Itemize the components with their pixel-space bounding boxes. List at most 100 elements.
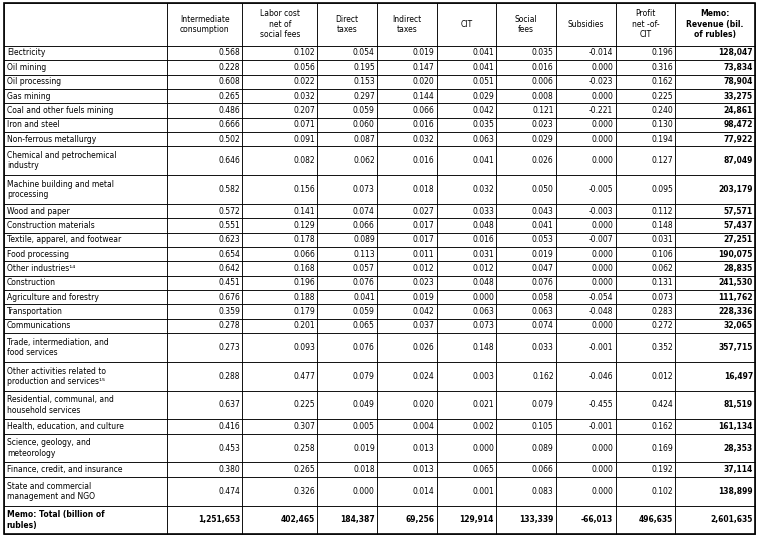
Text: 0.102: 0.102 [651, 487, 673, 496]
Text: 0.000: 0.000 [353, 487, 375, 496]
Bar [616, 262, 676, 275]
Bar [616, 147, 676, 175]
Bar [4, 477, 167, 505]
Text: -0.005: -0.005 [589, 185, 613, 194]
Text: 241,530: 241,530 [719, 278, 753, 287]
Text: 357,715: 357,715 [719, 343, 753, 352]
Bar [317, 103, 377, 118]
Text: 78,904: 78,904 [723, 77, 753, 86]
Bar [4, 46, 167, 60]
Text: 0.000: 0.000 [472, 444, 494, 453]
Text: Oil mining: Oil mining [7, 63, 46, 72]
Bar [167, 147, 242, 175]
Text: 0.079: 0.079 [532, 401, 553, 410]
Bar [616, 247, 676, 262]
Bar [242, 275, 317, 290]
Text: 28,353: 28,353 [724, 444, 753, 453]
Text: 33,275: 33,275 [724, 92, 753, 100]
Text: 0.026: 0.026 [532, 156, 553, 165]
Text: CIT: CIT [461, 20, 473, 29]
Text: 0.065: 0.065 [472, 465, 494, 474]
Bar [676, 319, 755, 333]
Bar [556, 75, 616, 89]
Text: 0.016: 0.016 [413, 120, 434, 129]
Text: 77,922: 77,922 [723, 135, 753, 144]
Bar [556, 304, 616, 319]
Bar [676, 175, 755, 204]
Text: 0.095: 0.095 [651, 185, 673, 194]
Bar [496, 462, 556, 477]
Bar [436, 233, 496, 247]
Bar [436, 175, 496, 204]
Text: 0.089: 0.089 [353, 235, 375, 244]
Bar [317, 390, 377, 419]
Text: Construction materials: Construction materials [7, 221, 95, 230]
Bar [616, 434, 676, 462]
Bar [242, 103, 317, 118]
Text: 0.162: 0.162 [651, 77, 673, 86]
Text: 0.041: 0.041 [472, 63, 494, 72]
Bar [556, 204, 616, 218]
Bar [496, 333, 556, 362]
Text: 0.201: 0.201 [294, 322, 315, 330]
Bar [676, 390, 755, 419]
Text: 0.162: 0.162 [532, 372, 553, 381]
Bar [556, 247, 616, 262]
Bar [616, 233, 676, 247]
Text: 0.265: 0.265 [294, 465, 315, 474]
Text: Agriculture and forestry: Agriculture and forestry [7, 293, 99, 302]
Text: 0.091: 0.091 [294, 135, 315, 144]
Bar [556, 175, 616, 204]
Text: Subsidies: Subsidies [568, 20, 604, 29]
Text: -0.014: -0.014 [589, 48, 613, 57]
Text: 0.105: 0.105 [532, 422, 553, 431]
Bar [377, 103, 436, 118]
Bar [377, 3, 436, 46]
Bar [242, 362, 317, 390]
Text: 0.453: 0.453 [218, 444, 240, 453]
Bar [167, 204, 242, 218]
Bar [4, 218, 167, 233]
Text: 0.022: 0.022 [294, 77, 315, 86]
Text: 87,049: 87,049 [723, 156, 753, 165]
Text: Communications: Communications [7, 322, 71, 330]
Bar [242, 419, 317, 434]
Bar [242, 262, 317, 275]
Bar [317, 333, 377, 362]
Text: 0.042: 0.042 [413, 307, 434, 316]
Bar [436, 103, 496, 118]
Bar [436, 60, 496, 75]
Bar [167, 233, 242, 247]
Bar [496, 46, 556, 60]
Text: 0.141: 0.141 [294, 207, 315, 215]
Bar [317, 275, 377, 290]
Bar [317, 75, 377, 89]
Bar [496, 247, 556, 262]
Bar [377, 290, 436, 304]
Bar [676, 75, 755, 89]
Bar [496, 89, 556, 103]
Text: 0.016: 0.016 [532, 63, 553, 72]
Text: 0.076: 0.076 [353, 278, 375, 287]
Bar [317, 362, 377, 390]
Text: 0.000: 0.000 [591, 63, 613, 72]
Text: Science, geology, and
meteorology: Science, geology, and meteorology [7, 438, 90, 458]
Text: -0.048: -0.048 [589, 307, 613, 316]
Text: 0.050: 0.050 [532, 185, 553, 194]
Bar [377, 333, 436, 362]
Text: Social
fees: Social fees [515, 14, 537, 34]
Text: 28,835: 28,835 [723, 264, 753, 273]
Bar [242, 46, 317, 60]
Text: 1,251,653: 1,251,653 [198, 516, 240, 525]
Text: 0.646: 0.646 [218, 156, 240, 165]
Bar [167, 89, 242, 103]
Bar [167, 505, 242, 534]
Bar [676, 204, 755, 218]
Text: 24,861: 24,861 [723, 106, 753, 115]
Bar [556, 390, 616, 419]
Bar [167, 319, 242, 333]
Bar [4, 89, 167, 103]
Bar [556, 290, 616, 304]
Bar [676, 462, 755, 477]
Bar [676, 89, 755, 103]
